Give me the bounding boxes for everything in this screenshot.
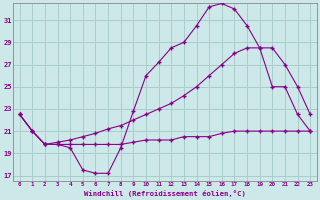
X-axis label: Windchill (Refroidissement éolien,°C): Windchill (Refroidissement éolien,°C) [84, 190, 246, 197]
